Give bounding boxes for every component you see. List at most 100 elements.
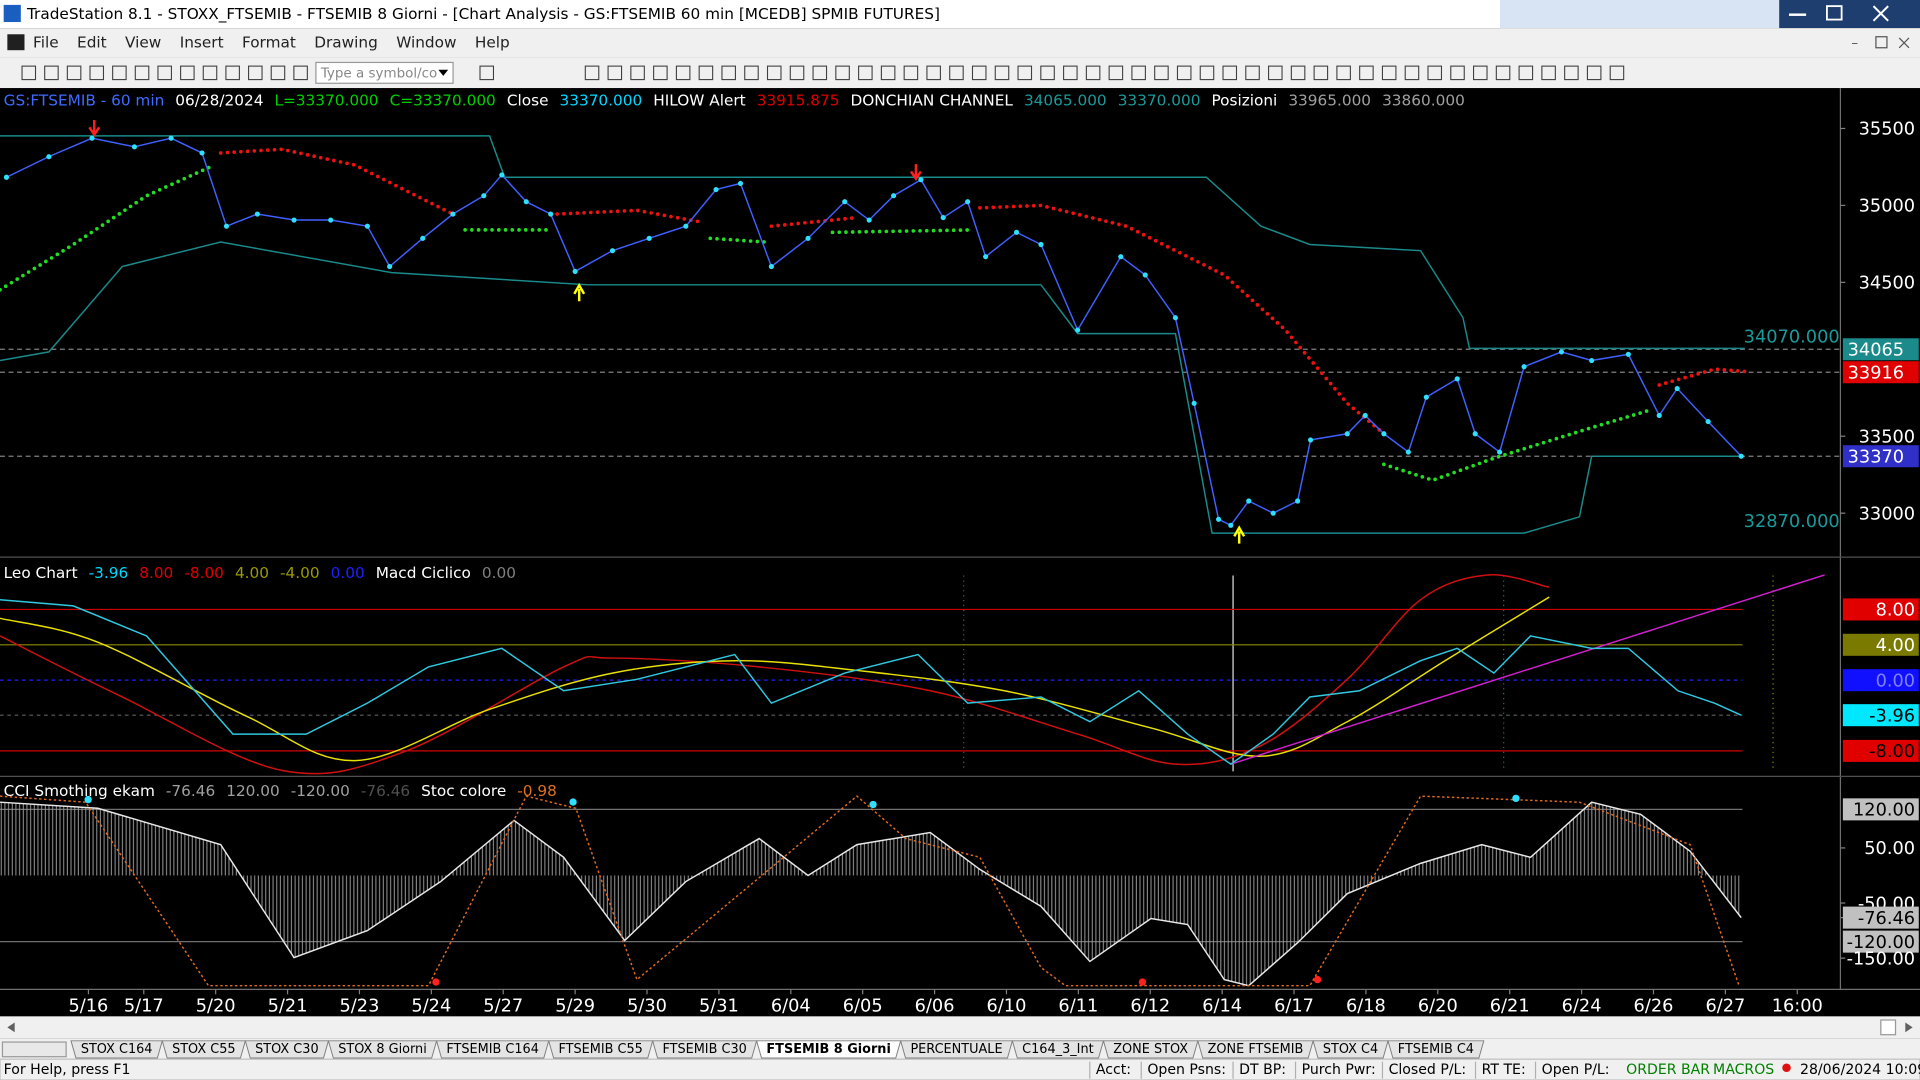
tool-button[interactable] [812,65,828,81]
tab[interactable] [899,1040,1014,1059]
tab[interactable] [1312,1040,1389,1059]
tool-button[interactable] [1609,65,1625,81]
mdi-minimize[interactable]: – [1851,36,1858,51]
menu-item[interactable]: Format [242,33,296,51]
tool-button[interactable] [926,65,941,81]
tool-button[interactable] [1564,65,1579,81]
tool-button[interactable] [1245,65,1260,81]
tool-button[interactable] [721,65,736,81]
tab[interactable] [435,1040,550,1059]
tool-button[interactable] [1131,65,1146,81]
tool-button[interactable] [202,65,218,81]
tool-button[interactable] [1541,65,1556,81]
tab[interactable] [548,1040,654,1059]
tab[interactable] [755,1040,902,1059]
tool-button[interactable] [880,65,896,81]
menu-item[interactable]: File [33,33,59,51]
tool-button[interactable] [248,65,263,81]
tab[interactable] [652,1040,758,1059]
tool-button[interactable] [1518,65,1534,81]
tool-button[interactable] [44,65,59,81]
tab[interactable] [244,1040,330,1059]
tool-button[interactable] [1427,65,1443,81]
tool-button[interactable] [949,65,964,81]
tab-label: ZONE STOX [1113,1042,1188,1057]
tool-button[interactable] [675,65,691,81]
tool-button[interactable] [744,65,759,81]
tool-button[interactable] [971,65,987,81]
menu-item[interactable]: Insert [180,33,224,51]
menu-item[interactable]: Drawing [314,33,378,51]
symbol-dropdown[interactable] [438,69,449,76]
tool-button[interactable] [1268,65,1283,81]
tool-button[interactable] [89,65,105,81]
tab[interactable] [1387,1040,1485,1059]
tool-button[interactable] [1381,65,1397,81]
tool-button[interactable] [1085,65,1101,81]
tool-button[interactable] [607,65,623,81]
tool-button[interactable] [270,65,286,81]
tool-button[interactable] [835,65,850,81]
tool-button[interactable] [1336,65,1351,81]
y-tick-label: 120.00 [1853,801,1915,821]
menu-item[interactable]: Edit [77,33,107,51]
tool-button[interactable] [584,65,600,81]
tool-button[interactable] [1040,65,1055,81]
tab-nav-buttons[interactable] [1,1041,67,1058]
tool-button[interactable] [1154,65,1169,81]
minimize-button[interactable] [1788,13,1807,16]
tool-button[interactable] [157,65,172,81]
tool-button[interactable] [293,65,308,81]
tab[interactable] [1011,1040,1105,1059]
scroll-left[interactable] [7,1022,15,1033]
tool-button[interactable] [21,65,37,81]
tool-button[interactable] [1586,65,1602,81]
tool-button[interactable] [1359,65,1374,81]
tool-button[interactable] [112,65,127,81]
tool-button[interactable] [1108,65,1124,81]
scroll-right[interactable] [1905,1022,1913,1033]
tool-button[interactable] [1222,65,1238,81]
tool-button[interactable] [479,65,495,81]
tool-button[interactable] [1199,65,1215,81]
tool-button[interactable] [1017,65,1033,81]
mdi-close[interactable] [1898,37,1910,49]
tool-button[interactable] [1313,65,1329,81]
tool-button[interactable] [66,65,82,81]
scrollbar[interactable] [0,1016,1920,1039]
tool-button[interactable] [630,65,645,81]
tool-button[interactable] [653,65,668,81]
tool-button[interactable] [134,65,150,81]
tool-button[interactable] [1404,65,1420,81]
tool-button[interactable] [1290,65,1306,81]
menu-item[interactable]: Window [396,33,456,51]
tool-button[interactable] [1450,65,1465,81]
tool-button[interactable] [1473,65,1488,81]
tool-button[interactable] [225,65,240,81]
menu-item[interactable]: View [125,33,161,51]
tool-button[interactable] [858,65,873,81]
tab[interactable] [161,1040,246,1059]
maximize-button[interactable] [1826,5,1843,21]
order-bar[interactable]: ORDER BAR [1626,1062,1710,1078]
macros[interactable]: MACROS [1713,1062,1774,1078]
x-tick-label: 5/16 [68,997,108,1017]
symbol-input[interactable] [315,61,454,84]
tab[interactable] [1197,1040,1314,1059]
scroll-thumb[interactable] [1880,1019,1897,1036]
tool-button[interactable] [994,65,1010,81]
tool-button[interactable] [1495,65,1511,81]
tab[interactable] [327,1040,438,1059]
tool-button[interactable] [1176,65,1192,81]
tool-button[interactable] [180,65,195,81]
tool-button[interactable] [698,65,714,81]
tool-button[interactable] [766,65,782,81]
tool-button[interactable] [1063,65,1078,81]
close-button[interactable] [1872,5,1889,22]
tab[interactable] [1102,1040,1199,1059]
tab[interactable] [70,1040,163,1059]
tool-button[interactable] [789,65,805,81]
tool-button[interactable] [903,65,919,81]
menu-item[interactable]: Help [475,33,510,51]
mdi-restore[interactable] [1875,36,1888,49]
